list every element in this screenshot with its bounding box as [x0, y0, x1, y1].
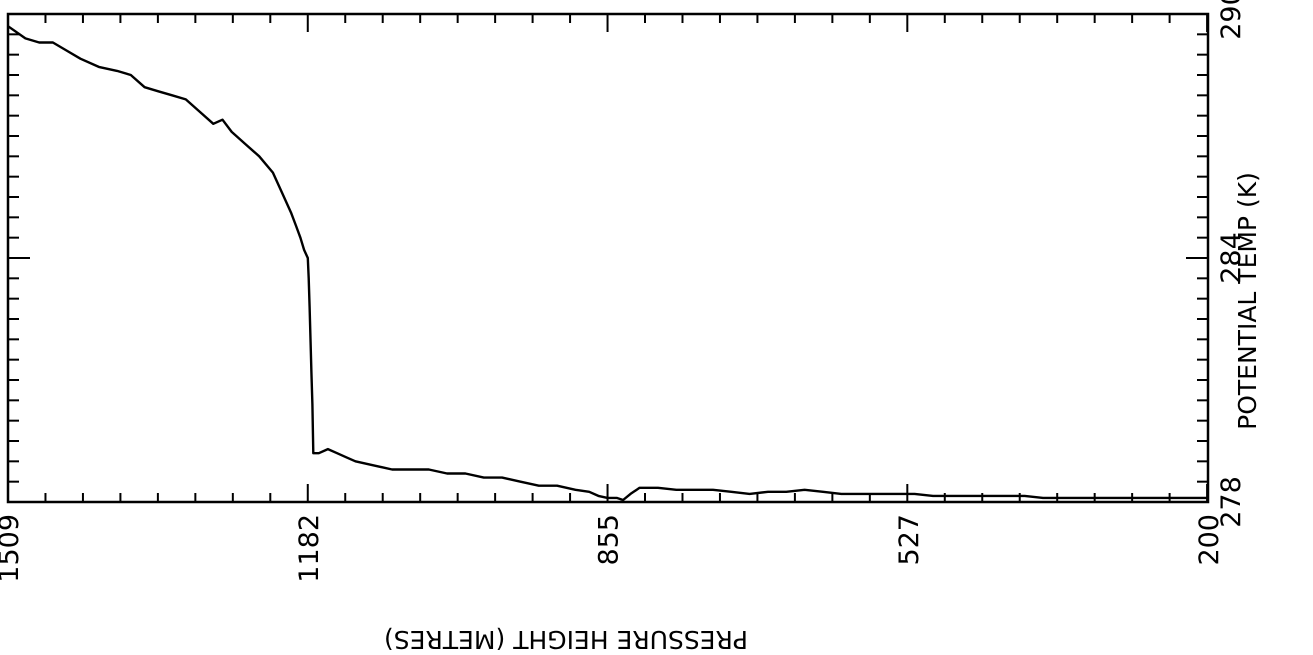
x-tick-label: 1509 — [0, 514, 25, 583]
y-axis-title: POTENTIAL TEMP (K) — [1233, 172, 1262, 430]
plot-frame — [6, 12, 1210, 504]
x-tick-label: 527 — [894, 514, 925, 566]
y-tick-label: 278 — [1216, 476, 1247, 528]
x-tick-label: 200 — [1194, 514, 1225, 566]
series-line — [7, 25, 1208, 502]
x-tick-label: 1182 — [294, 514, 325, 583]
data-series — [7, 25, 1208, 502]
x-axis-title: PRESSURE HEIGHT (METRES) — [384, 625, 748, 654]
x-tick-label: 855 — [594, 514, 625, 566]
axis-ticks — [7, 13, 1209, 503]
y-tick-label: 284 — [1216, 232, 1247, 284]
x-tick-labels: 1509 1182 855 527 200 — [0, 514, 1225, 583]
y-tick-label: 290 — [1216, 0, 1247, 40]
y-tick-labels: 278 284 290 — [1216, 0, 1247, 528]
